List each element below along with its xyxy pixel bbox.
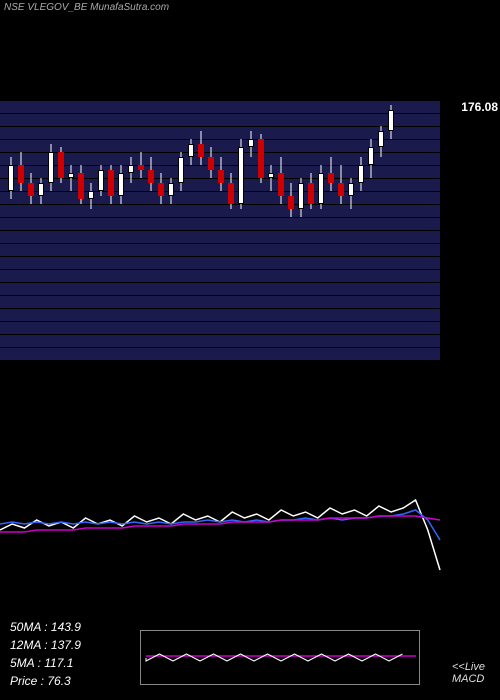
macd-inset [140,630,420,685]
ma5-stat: 5MA : 117.1 [10,654,81,672]
macd-label: <<Live MACD [452,661,485,685]
stats-block: 50MA : 143.9 12MA : 137.9 5MA : 117.1 Pr… [10,618,81,690]
chart-header: NSE VLEGOV_BE MunafaSutra.com [4,2,169,13]
price-stat: Price : 76.3 [10,672,81,690]
candlestick-chart[interactable] [0,100,440,360]
current-price-label: 176.08 [461,100,498,114]
ma12-stat: 12MA : 137.9 [10,636,81,654]
ma50-stat: 50MA : 143.9 [10,618,81,636]
moving-average-panel[interactable] [0,440,500,600]
